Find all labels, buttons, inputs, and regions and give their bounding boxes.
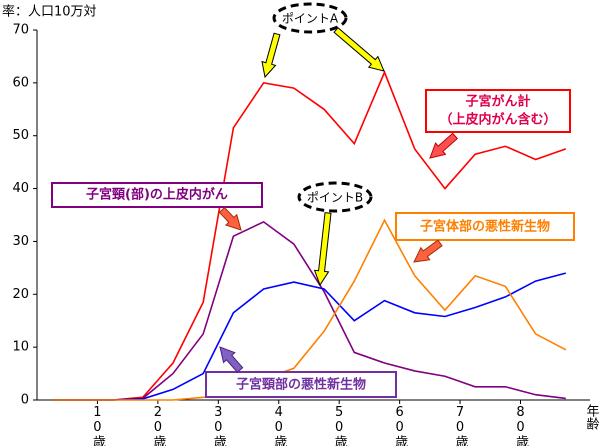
callout-text: 子宮頸部の悪性新生物 (236, 377, 366, 393)
arrow (261, 32, 281, 79)
x-axis-label: 年齢 (584, 404, 600, 430)
y-tick-label: 70 (12, 23, 29, 38)
y-tick-label: 40 (12, 181, 29, 196)
x-tick-label: 60歳 (392, 405, 408, 446)
callout-box (51, 182, 263, 208)
y-tick-label: 10 (12, 340, 29, 355)
callout-text: 子宮体部の悪性新生物 (420, 219, 550, 235)
callout-text: 子宮がん計 (465, 94, 530, 110)
y-axis-label: 率：人口10万対 (2, 4, 97, 20)
callout-box (425, 89, 571, 133)
x-tick-label: 70歳 (453, 405, 469, 446)
point-label: ポイントB (307, 191, 363, 205)
callout-box (205, 371, 397, 398)
arrow (313, 212, 332, 287)
y-tick-label: 0 (21, 393, 29, 408)
series-line (52, 272, 567, 401)
x-tick-label: 30歳 (211, 405, 227, 446)
x-tick-label: 10歳 (90, 405, 106, 446)
arrow (429, 132, 459, 159)
x-tick-label: 40歳 (271, 405, 287, 446)
point-bubble (272, 2, 348, 34)
y-tick-label: 20 (12, 287, 29, 302)
y-tick-label: 60 (12, 75, 29, 90)
x-tick-label: 80歳 (513, 405, 529, 446)
callout-box (395, 212, 575, 241)
arrow (219, 346, 244, 374)
x-tick-label: 20歳 (150, 405, 166, 446)
y-tick-label: 50 (12, 128, 29, 143)
arrow (413, 239, 443, 263)
x-tick-label: 50歳 (332, 405, 348, 446)
series-line (52, 218, 567, 401)
arrow (218, 206, 242, 231)
point-bubble (297, 181, 373, 213)
series-line (52, 70, 567, 401)
callout-text: 子宮頸(部)の上皮内がん (86, 187, 228, 203)
callout-text: （上皮内がん含む） (439, 112, 556, 128)
y-tick-label: 30 (12, 234, 29, 249)
arrow (333, 27, 385, 72)
point-label: ポイントA (282, 12, 339, 26)
